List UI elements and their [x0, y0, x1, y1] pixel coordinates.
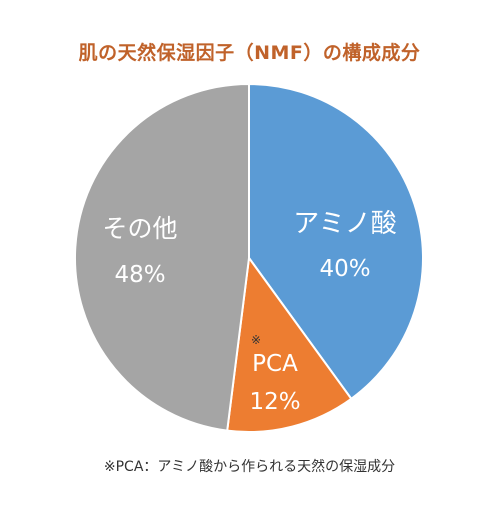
pie-labels: アミノ酸 40% ※ PCA 12% その他 48%	[102, 209, 396, 415]
slice-value-other: 48%	[114, 262, 165, 288]
slice-label-other: その他	[102, 214, 177, 243]
slice-pca	[226, 255, 353, 434]
slice-value-amino-acid: 40%	[319, 256, 370, 282]
pie-slices	[73, 82, 424, 434]
slice-marker-pca: ※	[251, 333, 261, 347]
footnote: ※PCA：アミノ酸から作られる天然の保湿成分	[103, 459, 396, 475]
slice-value-pca: 12%	[249, 389, 300, 415]
slice-label-amino-acid: アミノ酸	[293, 209, 396, 239]
chart-title: 肌の天然保湿因子（NMF）の構成成分	[78, 42, 421, 64]
slice-other	[73, 82, 250, 432]
slice-amino-acid	[248, 82, 424, 401]
slice-label-pca: PCA	[252, 351, 298, 377]
